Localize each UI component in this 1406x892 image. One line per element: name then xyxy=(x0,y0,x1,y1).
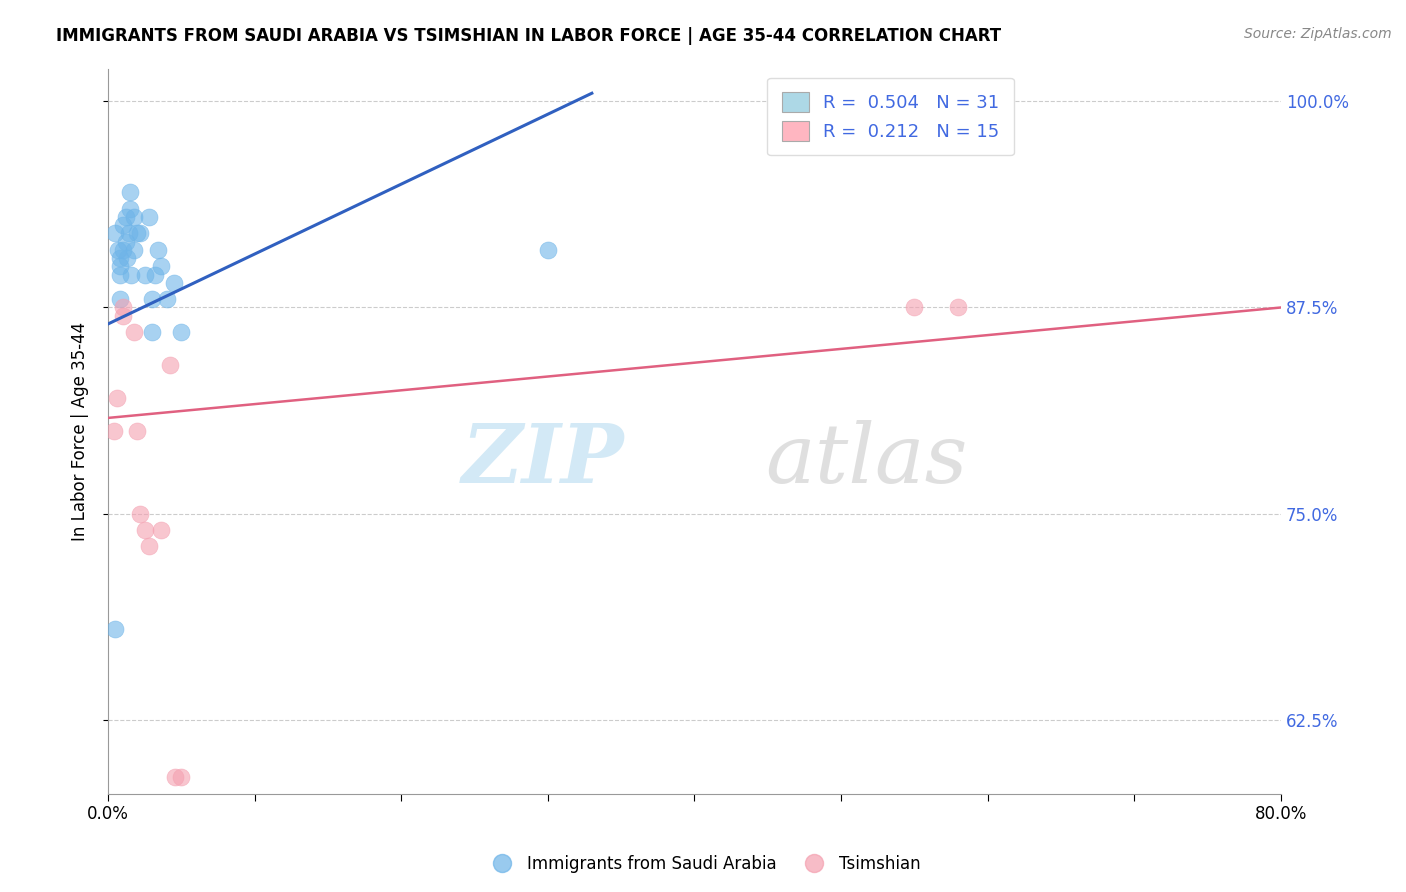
Point xyxy=(138,210,160,224)
Point xyxy=(111,301,134,315)
Point xyxy=(124,243,146,257)
Point xyxy=(127,227,149,241)
Legend: Immigrants from Saudi Arabia, Tsimshian: Immigrants from Saudi Arabia, Tsimshian xyxy=(479,848,927,880)
Point xyxy=(105,391,128,405)
Point xyxy=(111,309,134,323)
Point xyxy=(141,292,163,306)
Point xyxy=(134,268,156,282)
Point xyxy=(117,227,139,241)
Point xyxy=(146,243,169,257)
Point xyxy=(141,325,163,339)
Point xyxy=(115,251,138,265)
Point xyxy=(129,227,152,241)
Point xyxy=(129,507,152,521)
Point xyxy=(170,770,193,784)
Point xyxy=(170,325,193,339)
Point xyxy=(149,523,172,537)
Point xyxy=(111,243,134,257)
Point xyxy=(108,260,131,274)
Point xyxy=(537,243,560,257)
Point xyxy=(108,268,131,282)
Point xyxy=(159,358,181,372)
Point xyxy=(127,424,149,438)
Text: IMMIGRANTS FROM SAUDI ARABIA VS TSIMSHIAN IN LABOR FORCE | AGE 35-44 CORRELATION: IMMIGRANTS FROM SAUDI ARABIA VS TSIMSHIA… xyxy=(56,27,1001,45)
Point xyxy=(118,202,141,216)
Point xyxy=(134,523,156,537)
Point xyxy=(108,292,131,306)
Point xyxy=(107,243,129,257)
Point xyxy=(156,292,179,306)
Point xyxy=(124,210,146,224)
Point xyxy=(143,268,166,282)
Point xyxy=(111,218,134,232)
Point xyxy=(138,540,160,554)
Point xyxy=(165,770,187,784)
Point xyxy=(124,325,146,339)
Point xyxy=(114,235,136,249)
Point xyxy=(149,260,172,274)
Point xyxy=(948,301,970,315)
Point xyxy=(108,251,131,265)
Point xyxy=(103,424,125,438)
Text: atlas: atlas xyxy=(765,420,967,500)
Point xyxy=(104,227,127,241)
Legend: R =  0.504   N = 31, R =  0.212   N = 15: R = 0.504 N = 31, R = 0.212 N = 15 xyxy=(768,78,1014,155)
Text: ZIP: ZIP xyxy=(461,420,624,500)
Point xyxy=(114,210,136,224)
Point xyxy=(163,276,186,290)
Point xyxy=(118,185,141,199)
Point xyxy=(104,622,127,636)
Point xyxy=(903,301,925,315)
Text: Source: ZipAtlas.com: Source: ZipAtlas.com xyxy=(1244,27,1392,41)
Point xyxy=(120,268,142,282)
Y-axis label: In Labor Force | Age 35-44: In Labor Force | Age 35-44 xyxy=(72,321,89,541)
